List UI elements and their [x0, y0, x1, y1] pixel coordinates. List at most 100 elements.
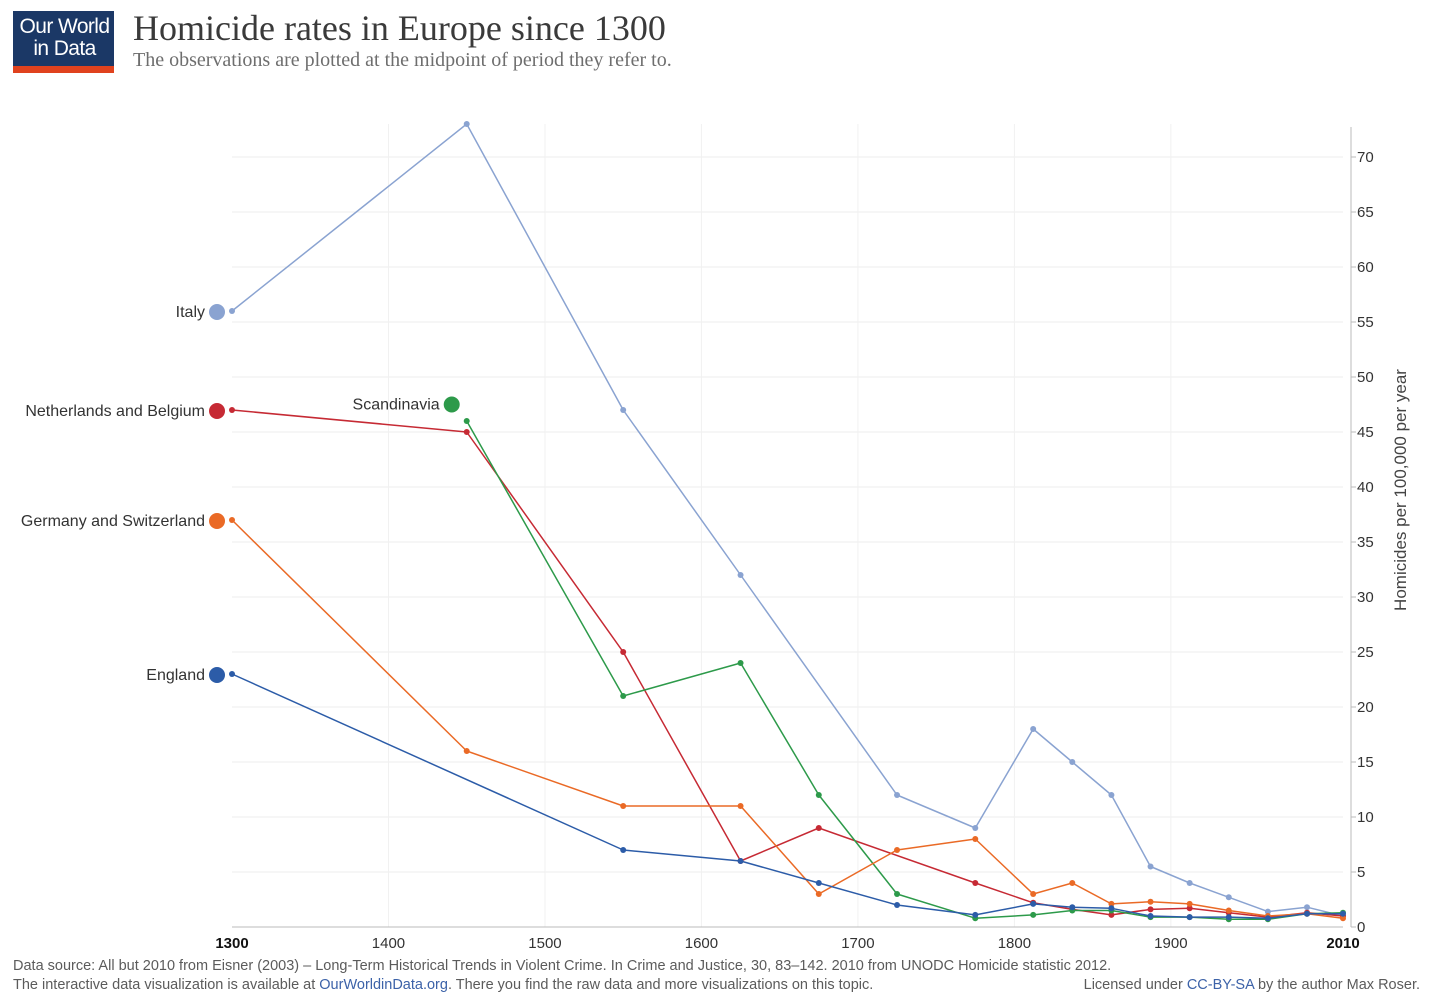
data-point-netherlands-and-belgium: [229, 407, 235, 413]
legend-marker-scandinavia: [443, 396, 460, 413]
data-point-germany-and-switzerland: [737, 803, 744, 809]
logo-line-1: Our World: [19, 15, 111, 38]
y-tick-label: 40: [1357, 479, 1374, 496]
data-point-england: [972, 911, 979, 918]
data-point-italy: [972, 825, 979, 831]
logo-accent-bar: [13, 66, 114, 73]
data-point-germany-and-switzerland: [229, 517, 235, 523]
legend-marker-england: [209, 667, 225, 683]
data-point-germany-and-switzerland: [1340, 915, 1346, 922]
series-line-netherlands-and-belgium: [231, 409, 1344, 918]
data-point-england: [1186, 914, 1193, 921]
data-point-germany-and-switzerland: [894, 847, 901, 853]
y-tick-label: 60: [1357, 259, 1374, 276]
owid-link[interactable]: OurWorldinData.org: [319, 977, 448, 993]
data-point-germany-and-switzerland: [1069, 880, 1076, 886]
footer-license: Licensed under CC-BY-SA by the author Ma…: [1084, 977, 1420, 993]
series-line-italy: [231, 123, 1344, 917]
data-point-italy: [737, 572, 744, 578]
data-point-scandinavia: [1030, 911, 1037, 918]
series-labels: Italy Netherlands and Belgium Scandinavia G…: [21, 304, 460, 684]
x-tick-label: 1400: [372, 935, 405, 952]
y-axis-label: Homicides per 100,000 per year: [1391, 369, 1410, 611]
data-point-germany-and-switzerland: [1108, 900, 1115, 907]
data-point-netherlands-and-belgium: [972, 880, 979, 886]
legend-label-germany-and-switzerland: Germany and Switzerland: [21, 513, 205, 530]
legend-label-netherlands-and-belgium: Netherlands and Belgium: [25, 403, 205, 420]
license-prefix: Licensed under: [1083, 977, 1187, 993]
data-point-england: [1069, 904, 1076, 911]
y-tick-label: 10: [1357, 809, 1374, 826]
y-tick-label: 70: [1357, 149, 1374, 166]
data-point-england: [1264, 915, 1271, 922]
data-point-england: [1147, 913, 1154, 919]
data-point-scandinavia: [463, 418, 470, 424]
data-point-germany-and-switzerland: [1147, 898, 1154, 905]
x-tick-label: 1900: [1154, 935, 1187, 952]
license-link[interactable]: CC-BY-SA: [1186, 977, 1254, 993]
data-point-england: [229, 671, 235, 677]
data-point-england: [1340, 910, 1346, 917]
series-line-england: [231, 673, 1343, 919]
y-tick-label: 15: [1357, 754, 1374, 771]
y-tick-label: 30: [1357, 589, 1374, 606]
data-point-england: [620, 847, 627, 853]
chart-subtitle: The observations are plotted at the midp…: [133, 49, 672, 71]
logo-line-2: in Data: [33, 37, 96, 60]
legend-label-italy: Italy: [176, 304, 205, 321]
footer-interactive-prefix: The interactive data visualization is av…: [13, 977, 320, 993]
footer-interactive-suffix: . There you find the raw data and more v…: [447, 977, 874, 993]
data-point-england: [815, 880, 822, 886]
x-tick-label: 1300: [215, 935, 248, 952]
legend-marker-italy: [209, 304, 225, 320]
data-point-italy: [1225, 894, 1232, 901]
data-point-italy: [620, 407, 627, 413]
data-point-netherlands-and-belgium: [1186, 905, 1193, 912]
y-tick-label: 0: [1357, 919, 1365, 936]
data-point-germany-and-switzerland: [620, 803, 627, 809]
x-tick-label: 1700: [841, 935, 874, 952]
data-point-italy: [894, 792, 901, 798]
data-point-scandinavia: [894, 891, 901, 897]
legend-label-scandinavia: Scandinavia: [353, 397, 440, 414]
y-tick-label: 5: [1357, 864, 1365, 881]
data-point-germany-and-switzerland: [463, 748, 470, 754]
data-point-england: [1030, 900, 1037, 907]
data-point-england: [737, 858, 744, 864]
data-point-italy: [1108, 792, 1115, 798]
data-point-italy: [1186, 880, 1193, 886]
data-point-england: [1304, 910, 1311, 917]
data-point-england: [1108, 905, 1115, 912]
y-tick-label: 20: [1357, 699, 1374, 716]
y-tick-label: 35: [1357, 534, 1374, 551]
data-point-england: [1225, 914, 1232, 921]
data-point-italy: [1147, 863, 1154, 870]
y-tick-label: 55: [1357, 314, 1374, 331]
data-point-italy: [1304, 904, 1311, 911]
x-tick-label: 1800: [998, 935, 1031, 952]
data-point-scandinavia: [737, 660, 744, 666]
series-group: [229, 121, 1346, 923]
data-point-germany-and-switzerland: [972, 836, 979, 842]
data-point-netherlands-and-belgium: [463, 429, 470, 435]
data-point-england: [894, 902, 901, 908]
y-tick-label: 25: [1357, 644, 1374, 661]
data-point-italy: [1030, 726, 1037, 732]
x-tick-label: 2010: [1326, 935, 1359, 952]
data-point-germany-and-switzerland: [1186, 900, 1193, 907]
data-point-italy: [1069, 759, 1076, 765]
data-point-italy: [229, 308, 235, 314]
data-point-netherlands-and-belgium: [1147, 906, 1154, 913]
x-tick-label: 1600: [685, 935, 718, 952]
x-tick-label: 1500: [528, 935, 561, 952]
data-point-scandinavia: [620, 693, 627, 699]
legend-label-england: England: [146, 667, 205, 684]
data-point-germany-and-switzerland: [1225, 907, 1232, 914]
data-point-netherlands-and-belgium: [620, 649, 627, 655]
license-suffix: by the author Max Roser.: [1253, 977, 1420, 993]
logo-text: Our World in Data: [13, 11, 114, 60]
footer-source: Data source: All but 2010 from Eisner (2…: [13, 958, 1112, 974]
axes: 0 5 10 15 20 25 30 35 40 45 50 55 60 65 70 1300 1400 1500…: [215, 127, 1374, 952]
legend-marker-netherlands-and-belgium: [209, 403, 225, 419]
